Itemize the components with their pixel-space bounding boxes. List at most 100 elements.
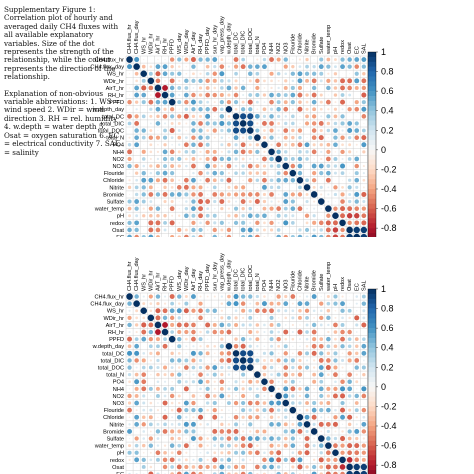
legend-swatch <box>368 435 376 441</box>
column-label: total_DOC <box>248 28 254 54</box>
correlation-dot <box>170 234 175 237</box>
correlation-dot <box>248 135 253 140</box>
correlation-dot <box>240 127 247 134</box>
correlation-dot <box>276 178 281 183</box>
correlation-dot <box>149 171 153 175</box>
correlation-dot <box>254 199 260 205</box>
correlation-dot <box>333 79 338 83</box>
correlation-dot <box>362 186 365 189</box>
correlation-dot <box>191 220 196 225</box>
correlation-dot <box>206 129 210 132</box>
correlation-dot <box>340 450 345 455</box>
correlation-dot <box>283 372 288 377</box>
correlation-dot <box>164 79 166 82</box>
correlation-dot <box>235 395 237 397</box>
correlation-dot <box>183 471 189 474</box>
correlation-dot <box>284 79 288 83</box>
correlation-dot <box>277 86 280 90</box>
correlation-dot <box>183 113 189 119</box>
correlation-dot <box>298 100 302 104</box>
correlation-dot <box>319 171 324 176</box>
correlation-dot <box>319 301 324 306</box>
correlation-dot <box>205 121 210 126</box>
correlation-dot <box>227 221 230 224</box>
correlation-dot <box>170 401 174 405</box>
correlation-dot <box>347 308 352 313</box>
correlation-dot <box>312 143 316 147</box>
correlation-dot <box>126 293 133 300</box>
correlation-dot <box>170 121 174 125</box>
correlation-dot <box>347 135 352 140</box>
correlation-dot <box>319 401 324 405</box>
correlation-dot <box>240 142 246 148</box>
correlation-dot <box>157 416 159 419</box>
correlation-dot <box>233 386 239 391</box>
row-label: PPFD <box>109 100 124 106</box>
correlation-dot <box>276 408 281 412</box>
legend-tick-label: 0.4 <box>381 106 394 116</box>
correlation-dot <box>241 323 245 327</box>
correlation-dot <box>276 234 281 237</box>
correlation-dot <box>340 407 346 413</box>
correlation-dot <box>283 192 289 197</box>
correlation-dot <box>255 171 260 175</box>
correlation-dot <box>284 214 288 218</box>
correlation-dot <box>191 308 196 313</box>
correlation-dot <box>312 107 317 112</box>
correlation-dot <box>183 322 189 328</box>
correlation-dot <box>212 192 218 197</box>
correlation-dot <box>207 359 209 361</box>
correlation-dot <box>255 92 260 98</box>
correlation-dot <box>149 157 152 160</box>
correlation-dot <box>262 177 267 183</box>
correlation-dot <box>177 100 182 105</box>
correlation-dot <box>247 227 253 233</box>
correlation-dot <box>310 428 318 435</box>
correlation-dot <box>247 357 254 364</box>
correlation-dot <box>313 303 315 304</box>
correlation-dot <box>141 422 146 427</box>
correlation-dot <box>169 443 175 448</box>
correlation-dot <box>305 192 309 196</box>
correlation-dot <box>349 165 351 167</box>
correlation-dot <box>333 142 338 148</box>
correlation-dot <box>276 228 281 232</box>
correlation-dot <box>148 415 153 420</box>
correlation-dot <box>354 85 359 90</box>
correlation-dot <box>333 114 338 119</box>
correlation-dot <box>205 156 210 161</box>
correlation-dot <box>347 372 352 377</box>
correlation-dot <box>361 85 367 91</box>
row-label: NH4 <box>113 150 124 156</box>
legend-swatch <box>368 318 376 324</box>
correlation-dot <box>134 422 139 427</box>
correlation-dot <box>134 85 140 91</box>
correlation-dot <box>127 450 132 455</box>
correlation-dot <box>191 92 196 98</box>
correlation-dot <box>184 358 189 363</box>
correlation-dot <box>312 309 316 313</box>
correlation-dot <box>318 121 324 126</box>
legend-swatch <box>368 391 376 397</box>
correlation-dot <box>227 394 231 398</box>
correlation-dot <box>326 57 331 62</box>
correlation-dot <box>242 331 244 333</box>
correlation-dot <box>311 343 317 349</box>
color-legend: 10.80.60.40.20-0.2-0.4-0.6-0.8-1 <box>367 284 397 474</box>
correlation-dot <box>298 135 302 140</box>
correlation-dot <box>192 373 195 376</box>
row-label: Bromide <box>103 192 124 198</box>
correlation-dot <box>276 436 281 441</box>
correlation-dot <box>325 205 332 212</box>
correlation-dot <box>213 295 216 298</box>
legend-swatch <box>368 470 376 474</box>
correlation-dot <box>346 233 353 237</box>
correlation-dot <box>342 179 344 181</box>
correlation-dot <box>228 310 230 312</box>
correlation-dot <box>177 150 181 154</box>
correlation-dot <box>319 185 323 189</box>
correlation-dot <box>213 86 217 90</box>
correlation-dot <box>341 129 344 132</box>
correlation-dot <box>149 150 153 154</box>
correlation-dot <box>276 164 281 169</box>
